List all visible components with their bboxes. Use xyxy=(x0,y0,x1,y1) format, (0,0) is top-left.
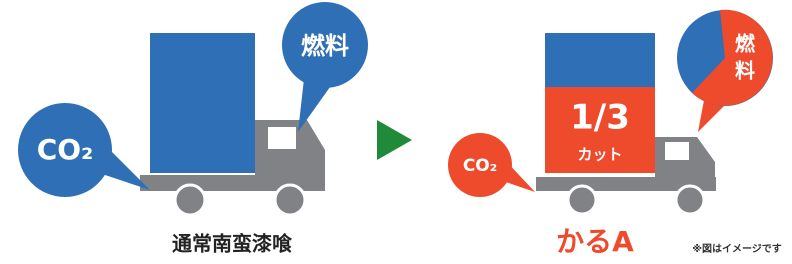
note: ※図はイメージです xyxy=(692,243,782,255)
right-caption: かるA xyxy=(556,225,634,258)
diagram: CO₂ 燃料 通常南蛮漆喰 1/3 カット CO₂ 燃 料 かるA ※図はイメー… xyxy=(0,0,792,264)
co2-label: CO₂ xyxy=(37,133,94,166)
right-co2-bubble: CO₂ xyxy=(448,133,535,197)
wheel xyxy=(676,186,704,214)
left-caption: 通常南蛮漆喰 xyxy=(172,232,293,256)
left-co2-bubble: CO₂ xyxy=(18,103,150,197)
arrow xyxy=(377,120,412,160)
cargo-remaining xyxy=(545,33,655,87)
fuel-label-1: 燃 xyxy=(735,32,756,56)
wheel xyxy=(275,185,305,215)
cab-window xyxy=(665,142,689,160)
fuel-label: 燃料 xyxy=(301,32,349,60)
cargo-box xyxy=(150,33,255,173)
co2-label: CO₂ xyxy=(463,156,497,176)
wheel xyxy=(175,185,205,215)
cut-label: カット xyxy=(577,146,622,164)
right-fuel-bubble: 燃 料 xyxy=(677,10,773,132)
fuel-label-2: 料 xyxy=(735,59,755,83)
left-fuel-bubble: 燃料 xyxy=(282,2,368,132)
wheel xyxy=(568,186,596,214)
cab-window xyxy=(268,127,296,149)
cut-ratio: 1/3 xyxy=(570,98,630,138)
